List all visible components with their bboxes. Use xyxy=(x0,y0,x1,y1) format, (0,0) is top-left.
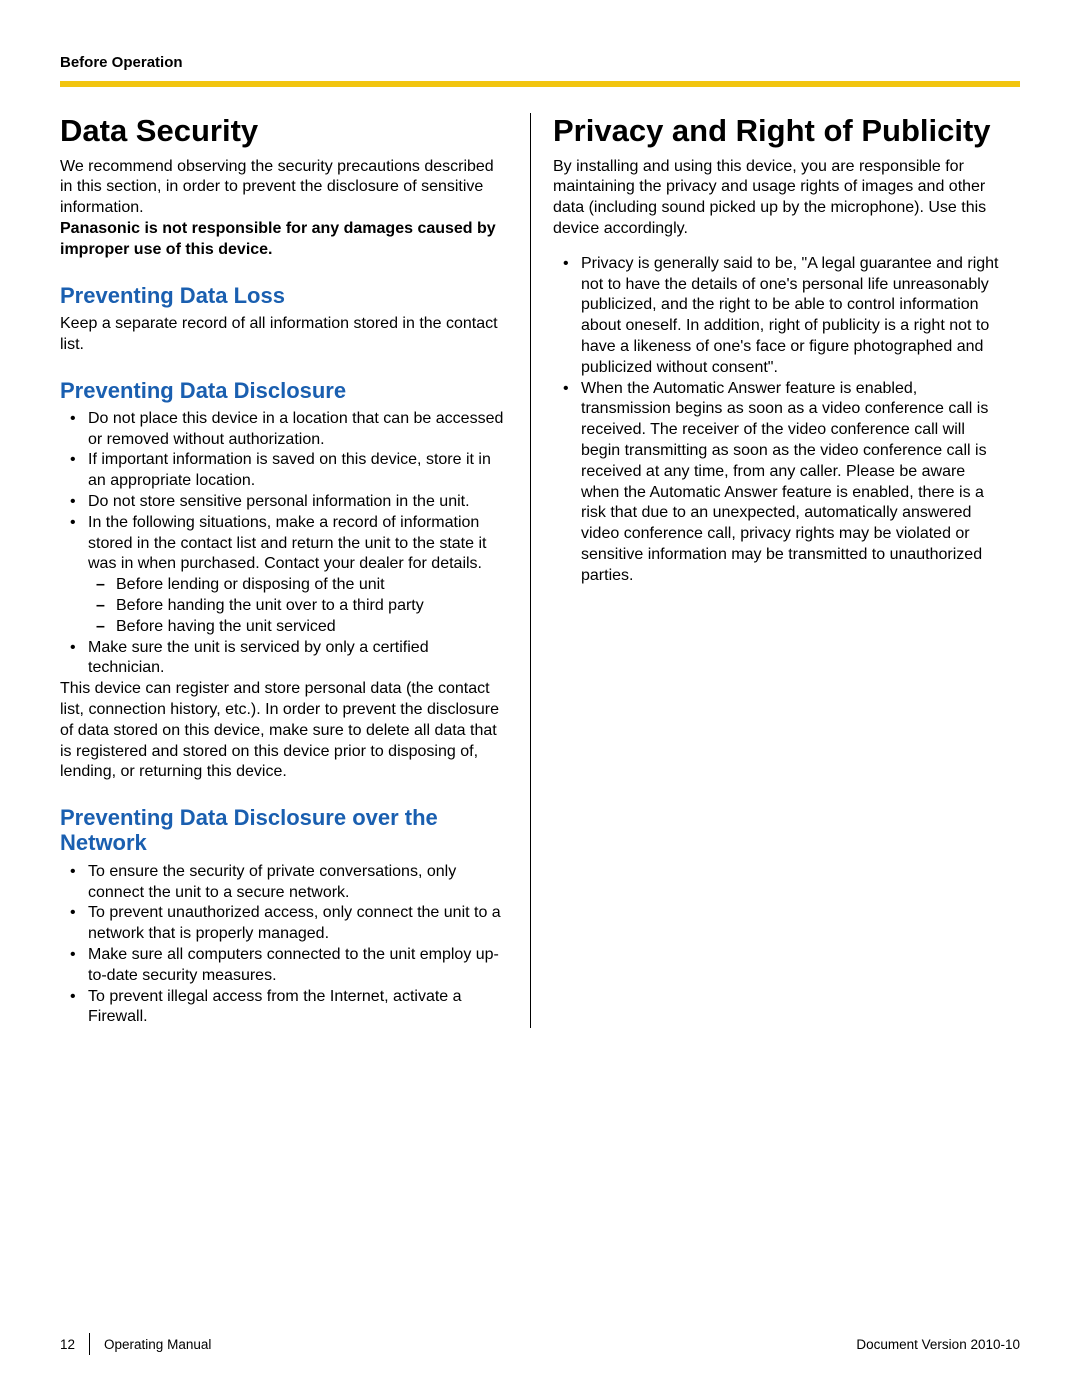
disclosure-bullet-list: Do not place this device in a location t… xyxy=(60,409,508,679)
document-page: Before Operation Data Security We recomm… xyxy=(0,0,1080,1397)
list-item: In the following situations, make a reco… xyxy=(60,513,508,638)
header-accent-rule xyxy=(60,81,1020,87)
section-header-label: Before Operation xyxy=(60,54,1020,71)
list-item: Privacy is generally said to be, "A lega… xyxy=(553,254,1001,379)
subheading-preventing-data-disclosure: Preventing Data Disclosure xyxy=(60,378,508,403)
privacy-bullet-list: Privacy is generally said to be, "A lega… xyxy=(553,254,1001,587)
disclosure-sub-list: Before lending or disposing of the unit … xyxy=(88,575,508,637)
right-column: Privacy and Right of Publicity By instal… xyxy=(531,113,1001,1028)
list-item: Make sure the unit is serviced by only a… xyxy=(60,638,508,680)
list-item: Do not store sensitive personal informat… xyxy=(60,492,508,513)
list-item: When the Automatic Answer feature is ena… xyxy=(553,379,1001,587)
list-item: Before lending or disposing of the unit xyxy=(88,575,508,596)
heading-privacy-publicity: Privacy and Right of Publicity xyxy=(553,113,1001,149)
list-item: If important information is saved on thi… xyxy=(60,450,508,492)
network-bullet-list: To ensure the security of private conver… xyxy=(60,862,508,1028)
list-item-text: In the following situations, make a reco… xyxy=(88,514,486,573)
page-number: 12 xyxy=(60,1337,75,1352)
document-version-label: Document Version 2010-10 xyxy=(856,1337,1020,1352)
list-item: To prevent unauthorized access, only con… xyxy=(60,903,508,945)
preventing-data-loss-body: Keep a separate record of all informatio… xyxy=(60,314,508,356)
disclaimer-text: Panasonic is not responsible for any dam… xyxy=(60,219,508,261)
heading-data-security: Data Security xyxy=(60,113,508,149)
footer-left-group: 12 Operating Manual xyxy=(60,1333,211,1355)
subheading-preventing-data-loss: Preventing Data Loss xyxy=(60,283,508,308)
footer-divider xyxy=(89,1333,90,1355)
list-item: Do not place this device in a location t… xyxy=(60,409,508,451)
disclosure-trailing-paragraph: This device can register and store perso… xyxy=(60,679,508,783)
list-item: To prevent illegal access from the Inter… xyxy=(60,987,508,1029)
manual-label: Operating Manual xyxy=(104,1337,211,1352)
page-footer: 12 Operating Manual Document Version 201… xyxy=(60,1333,1020,1355)
list-item: Before handing the unit over to a third … xyxy=(88,596,508,617)
list-item: To ensure the security of private conver… xyxy=(60,862,508,904)
privacy-intro: By installing and using this device, you… xyxy=(553,157,1001,240)
left-column: Data Security We recommend observing the… xyxy=(60,113,530,1028)
list-item: Make sure all computers connected to the… xyxy=(60,945,508,987)
two-column-layout: Data Security We recommend observing the… xyxy=(60,113,1020,1028)
list-item: Before having the unit serviced xyxy=(88,617,508,638)
subheading-preventing-disclosure-network: Preventing Data Disclosure over the Netw… xyxy=(60,805,508,856)
data-security-intro: We recommend observing the security prec… xyxy=(60,157,508,219)
